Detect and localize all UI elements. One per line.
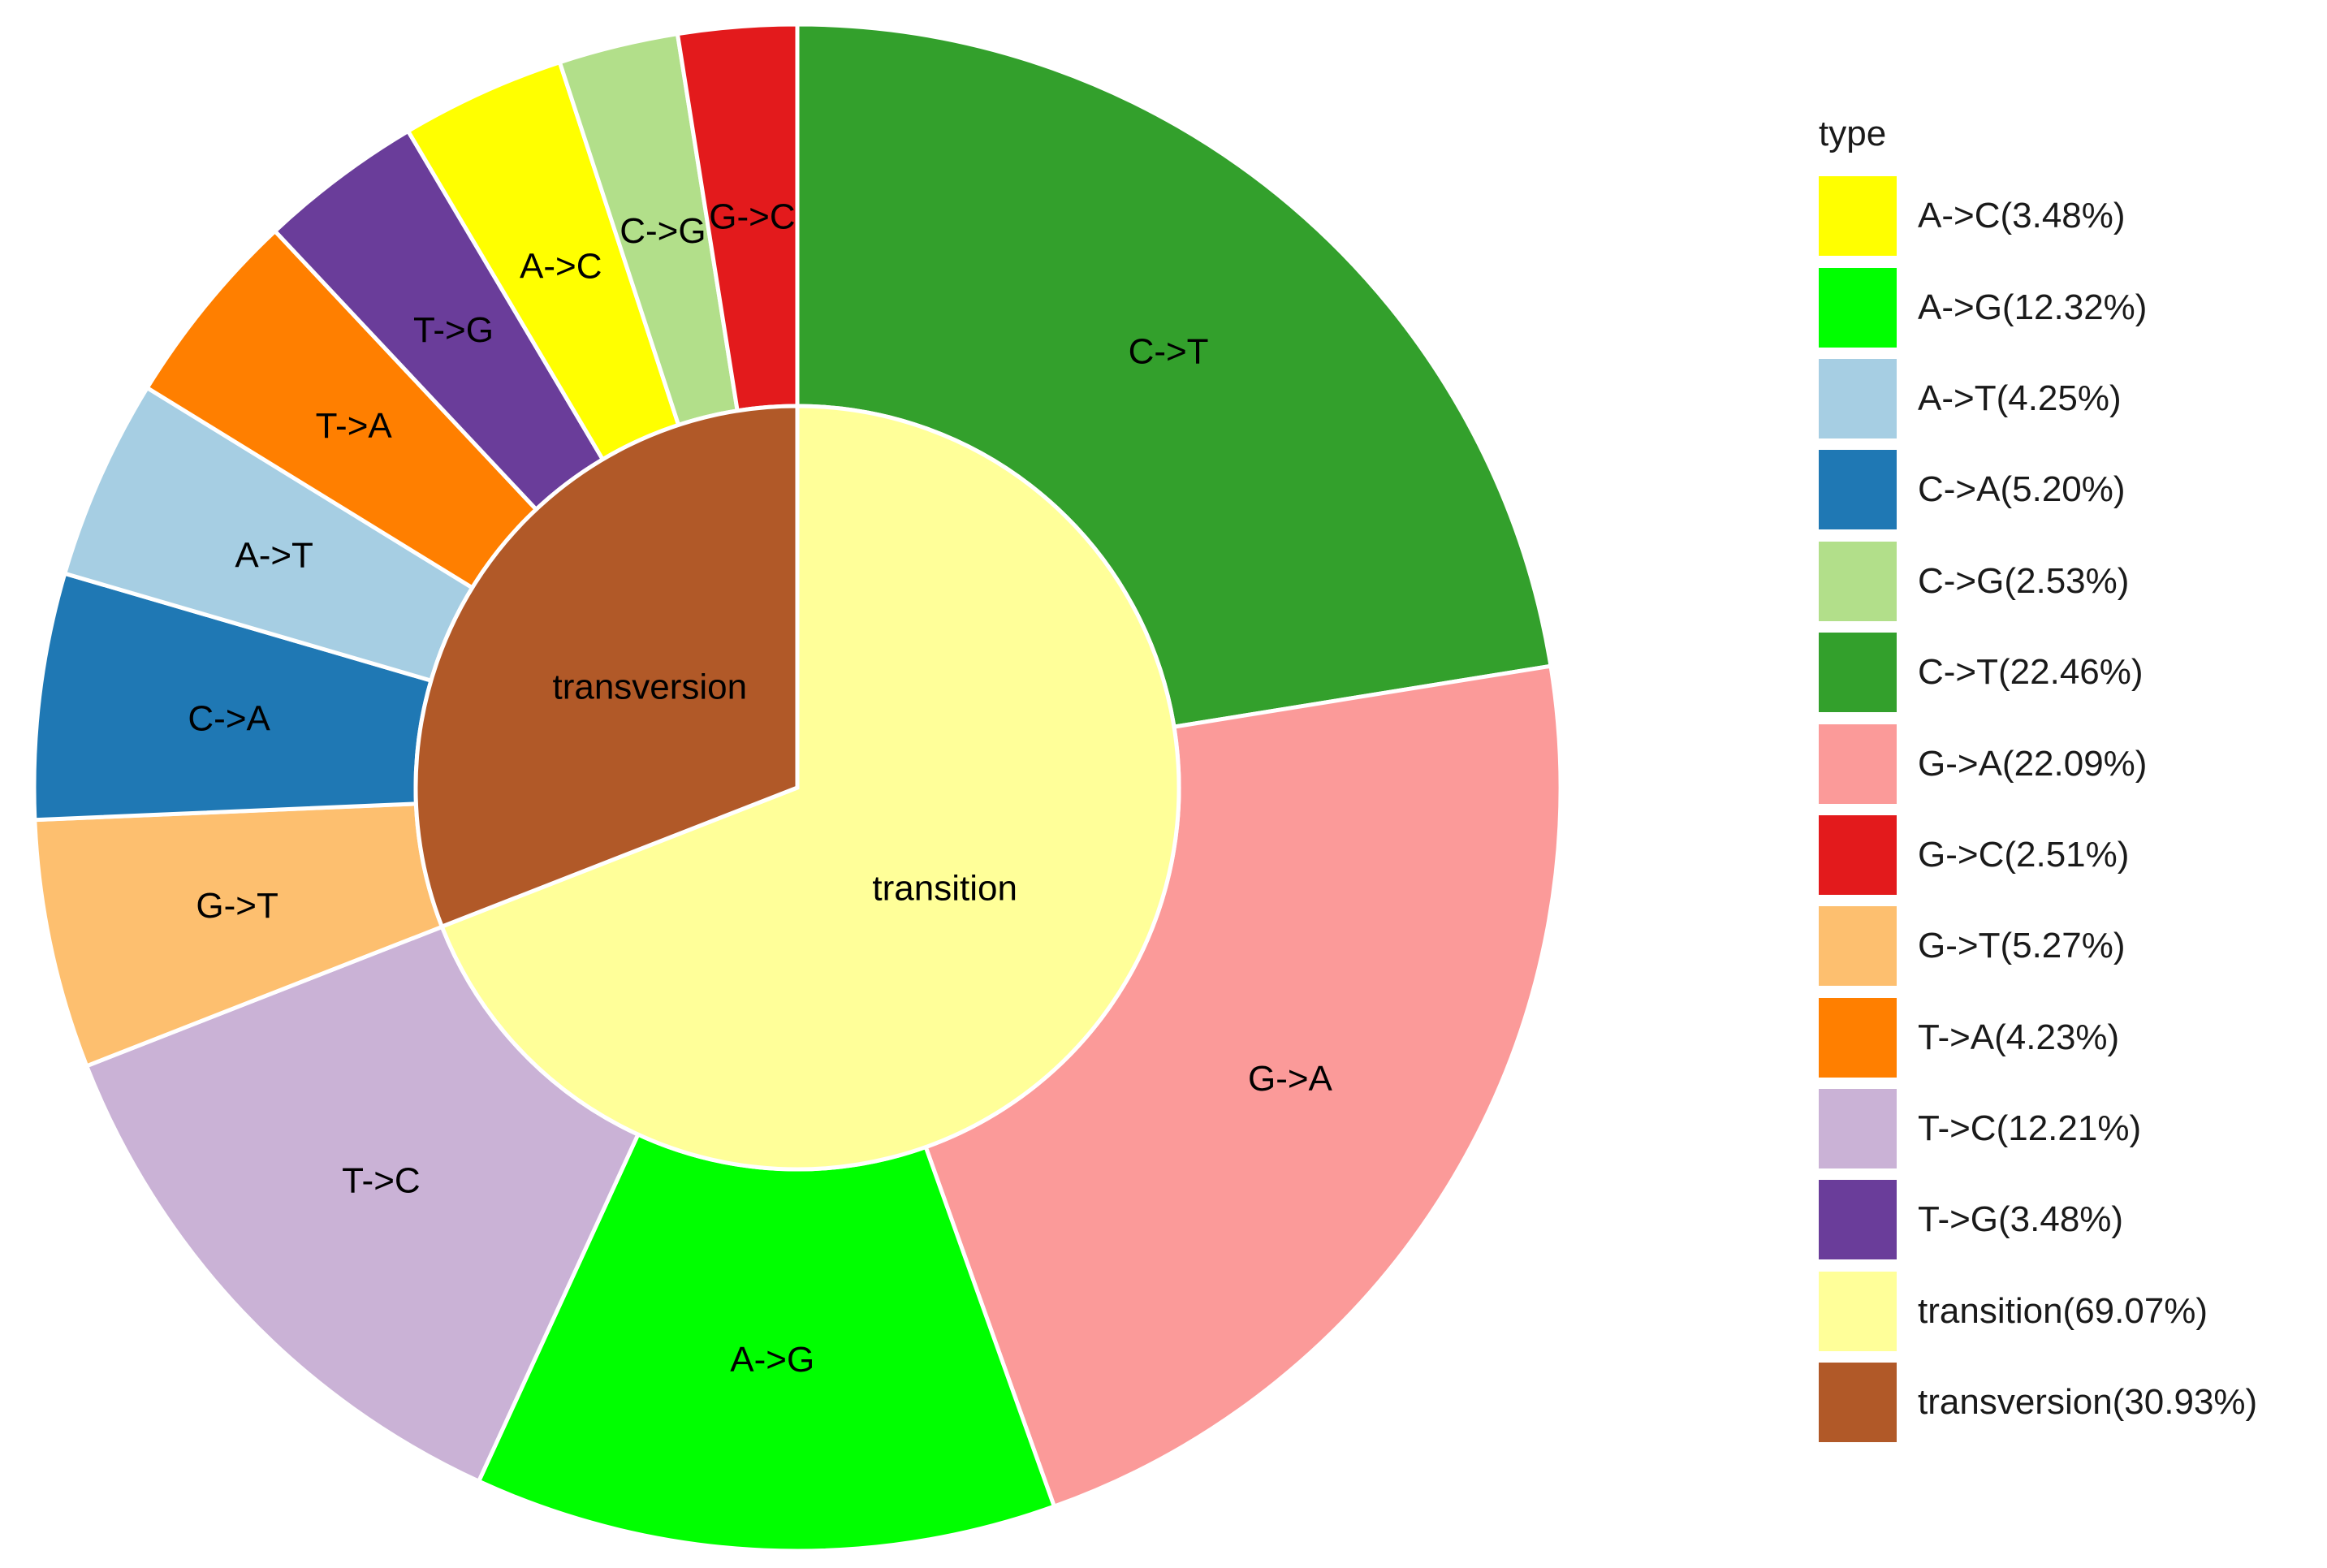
outer-label-a-t: A->T <box>235 535 313 575</box>
outer-label-t-g: T->G <box>413 310 494 350</box>
legend-label: G->T(5.27%) <box>1918 926 2126 966</box>
legend-label: C->A(5.20%) <box>1918 469 2126 510</box>
legend-items: A->C(3.48%) A->G(12.32%) A->T(4.25%) C->A(5… <box>1819 171 2257 1448</box>
legend-swatch <box>1819 724 1897 804</box>
outer-label-c-g: C->G <box>620 211 706 251</box>
legend-swatch <box>1819 450 1897 530</box>
legend-swatch <box>1819 1271 1897 1351</box>
inner-ring <box>413 404 1181 1172</box>
sunburst-chart: C->T G->A A->G T->C G->T C->A A->T T->A T->G A->C… <box>32 22 1563 1553</box>
legend-label: T->C(12.21%) <box>1918 1108 2142 1149</box>
outer-label-c-t: C->T <box>1129 332 1209 372</box>
legend-label: T->A(4.23%) <box>1918 1017 2120 1057</box>
legend-item: T->A(4.23%) <box>1819 992 2257 1083</box>
inner-label-transition: transition <box>872 869 1017 909</box>
legend-item: G->C(2.51%) <box>1819 810 2257 901</box>
legend-swatch <box>1819 1180 1897 1260</box>
legend-swatch <box>1819 997 1897 1078</box>
legend-item: C->A(5.20%) <box>1819 444 2257 535</box>
legend-swatch <box>1819 906 1897 987</box>
legend-swatch <box>1819 633 1897 713</box>
legend: type A->C(3.48%) A->G(12.32%) A->T(4.25%) C… <box>1819 114 2257 1448</box>
legend-item: G->T(5.27%) <box>1819 901 2257 991</box>
legend-item: transversion(30.93%) <box>1819 1357 2257 1448</box>
outer-ring <box>32 22 1563 1553</box>
legend-item: C->T(22.46%) <box>1819 627 2257 718</box>
outer-label-g-a: G->A <box>1248 1059 1333 1099</box>
legend-label: transversion(30.93%) <box>1918 1382 2258 1423</box>
outer-label-g-c: G->C <box>709 197 795 237</box>
slice-labels: C->T G->A A->G T->C G->T C->A A->T T->A T->G A->C… <box>188 197 1332 1380</box>
legend-label: C->T(22.46%) <box>1918 652 2144 693</box>
legend-label: C->G(2.53%) <box>1918 560 2130 601</box>
legend-label: T->G(3.48%) <box>1918 1199 2124 1240</box>
legend-item: transition(69.07%) <box>1819 1266 2257 1357</box>
legend-label: transition(69.07%) <box>1918 1290 2208 1331</box>
legend-label: G->A(22.09%) <box>1918 743 2148 784</box>
legend-item: A->G(12.32%) <box>1819 261 2257 352</box>
legend-swatch <box>1819 814 1897 895</box>
legend-swatch <box>1819 358 1897 438</box>
outer-label-t-a: T->A <box>316 406 393 446</box>
inner-label-transversion: transversion <box>552 667 747 706</box>
inner-slice-transversion <box>413 404 800 930</box>
legend-swatch <box>1819 267 1897 348</box>
legend-item: G->A(22.09%) <box>1819 718 2257 809</box>
legend-title: type <box>1819 114 1887 153</box>
outer-label-g-t: G->T <box>196 886 278 926</box>
legend-swatch <box>1819 541 1897 621</box>
legend-swatch <box>1819 1363 1897 1443</box>
legend-label: G->C(2.51%) <box>1918 834 2130 875</box>
legend-item: A->T(4.25%) <box>1819 353 2257 444</box>
legend-item: A->C(3.48%) <box>1819 171 2257 261</box>
legend-item: C->G(2.53%) <box>1819 536 2257 627</box>
outer-label-c-a: C->A <box>188 698 270 738</box>
legend-item: T->C(12.21%) <box>1819 1083 2257 1174</box>
outer-label-a-c: A->C <box>520 246 602 286</box>
inner-slice-transition <box>439 404 1181 1172</box>
legend-label: A->C(3.48%) <box>1918 196 2126 236</box>
legend-item: T->G(3.48%) <box>1819 1174 2257 1265</box>
outer-label-t-c: T->C <box>342 1161 421 1201</box>
legend-label: A->T(4.25%) <box>1918 378 2122 418</box>
outer-label-a-g: A->G <box>730 1340 814 1380</box>
legend-swatch <box>1819 176 1897 257</box>
legend-label: A->G(12.32%) <box>1918 287 2148 327</box>
legend-swatch <box>1819 1089 1897 1169</box>
